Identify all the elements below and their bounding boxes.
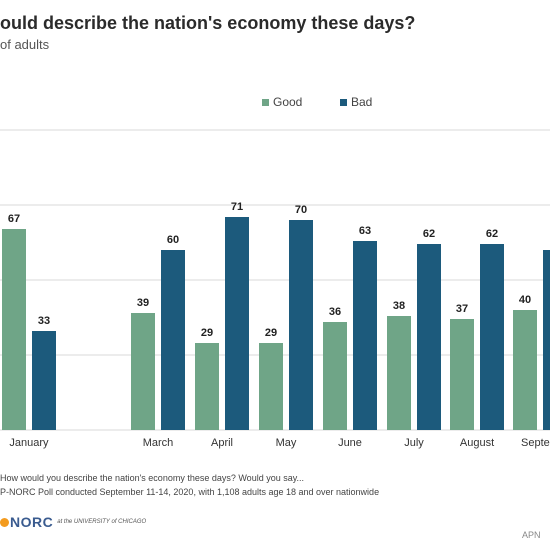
bar-good-january — [2, 229, 26, 430]
bar-bad-august — [480, 244, 504, 430]
logo-text: NORC — [10, 514, 54, 530]
bar-bad-january — [32, 331, 56, 430]
legend-swatch-bad-icon — [340, 98, 347, 106]
footer-question: How would you describe the nation's econ… — [0, 473, 305, 483]
logo-mark-icon — [0, 517, 9, 527]
bar-value-good-august: 37 — [456, 303, 468, 315]
bar-bad-septem — [543, 250, 550, 430]
legend-item-good: Good — [262, 95, 302, 109]
category-label-june: June — [338, 437, 362, 449]
bar-good-septem — [513, 310, 537, 430]
category-label-july: July — [404, 437, 424, 449]
bar-value-good-septem: 40 — [519, 294, 531, 306]
bar-good-july — [387, 316, 411, 430]
category-label-april: April — [211, 437, 233, 449]
bar-value-good-may: 29 — [265, 327, 277, 339]
bar-good-august — [450, 319, 474, 430]
credit: APN — [522, 530, 541, 540]
logo-subtext: at the UNIVERSITY of CHICAGO — [57, 519, 147, 525]
bar-value-bad-march: 60 — [167, 234, 179, 246]
bar-bad-july — [417, 244, 441, 430]
bar-good-march — [131, 313, 155, 430]
bar-bad-march — [161, 250, 185, 430]
category-label-septem: Septem — [521, 437, 550, 449]
bar-value-bad-june: 63 — [359, 225, 371, 237]
category-label-march: March — [143, 437, 174, 449]
legend-label-bad: Bad — [351, 95, 373, 109]
bar-value-good-january: 67 — [8, 213, 20, 225]
bar-value-good-june: 36 — [329, 306, 341, 318]
chart-title: ould describe the nation's economy these… — [0, 13, 416, 33]
bar-good-may — [259, 343, 283, 430]
bar-bad-june — [353, 241, 377, 430]
bar-value-bad-july: 62 — [423, 228, 435, 240]
category-label-january: January — [9, 437, 49, 449]
bar-value-bad-may: 70 — [295, 204, 307, 216]
legend-swatch-good-icon — [262, 98, 269, 106]
bar-good-april — [195, 343, 219, 430]
legend-label-good: Good — [273, 95, 303, 109]
bar-bad-april — [225, 217, 249, 430]
footer-source: P-NORC Poll conducted September 11-14, 2… — [0, 487, 380, 497]
bar-bad-may — [289, 220, 313, 430]
bar-value-bad-august: 62 — [486, 228, 498, 240]
bar-chart: 6733396029712970366338623762406 JanuaryM… — [0, 129, 550, 449]
bar-value-bad-january: 33 — [38, 315, 50, 327]
bar-value-good-july: 38 — [393, 300, 405, 312]
chart-subtitle: of adults — [0, 37, 50, 52]
legend-item-bad: Bad — [340, 95, 372, 109]
category-label-may: May — [276, 437, 297, 449]
bar-value-good-march: 39 — [137, 297, 149, 309]
bar-value-good-april: 29 — [201, 327, 213, 339]
norc-logo: NORC at the UNIVERSITY of CHICAGO — [0, 514, 146, 530]
category-label-august: August — [460, 437, 494, 449]
bar-good-june — [323, 322, 347, 430]
bar-value-bad-april: 71 — [231, 201, 243, 213]
